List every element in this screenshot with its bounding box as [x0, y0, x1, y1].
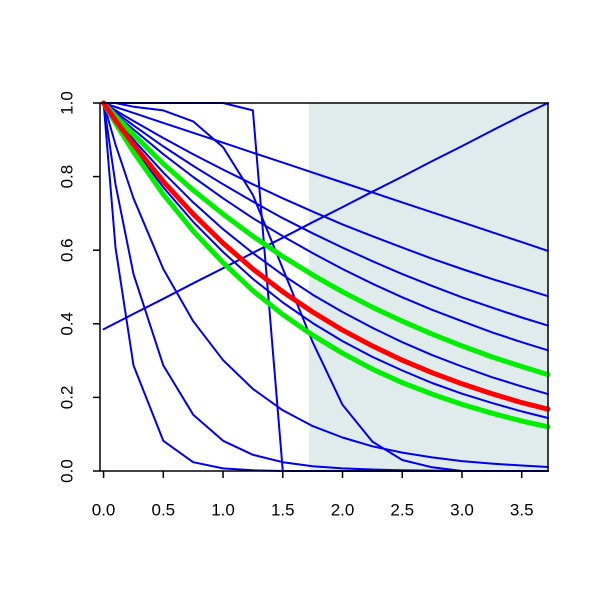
- series-line: [101, 100, 551, 378]
- x-tick-label: 2.5: [390, 500, 414, 519]
- y-tick-label: 0.2: [57, 386, 76, 410]
- x-tick-label: 1.5: [271, 500, 295, 519]
- x-tick-label: 2.0: [331, 500, 355, 519]
- series-line: [102, 102, 549, 327]
- plot-frame: [99, 102, 549, 472]
- series-line: [102, 102, 549, 331]
- y-tick-label: 0.6: [57, 238, 76, 262]
- x-tick-label: 0.0: [92, 500, 116, 519]
- series-line: [102, 102, 549, 396]
- series-line: [102, 102, 549, 468]
- series-line: [102, 102, 549, 352]
- x-tick-label: 0.5: [151, 500, 175, 519]
- series-line: [102, 102, 549, 252]
- y-tick-label: 0.0: [57, 459, 76, 483]
- series-line: [101, 100, 551, 412]
- x-tick-label: 3.5: [510, 500, 534, 519]
- y-tick-label: 0.8: [57, 165, 76, 189]
- y-tick-label: 0.4: [57, 312, 76, 336]
- x-tick-label: 1.0: [211, 500, 235, 519]
- series-line: [102, 102, 549, 298]
- series-line: [101, 100, 551, 430]
- shaded-region: [309, 103, 548, 471]
- series-line: [102, 102, 549, 419]
- y-tick-label: 1.0: [57, 91, 76, 115]
- x-tick-label: 3.0: [450, 500, 474, 519]
